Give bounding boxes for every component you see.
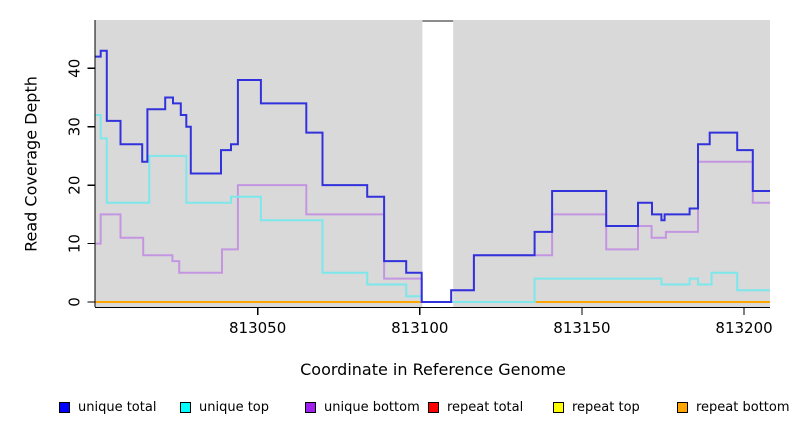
x-tick-label: 813100 [391, 319, 448, 337]
y-tick-label: 0 [66, 297, 84, 307]
x-tick-label: 813200 [715, 319, 772, 337]
legend-item-unique-top: unique top [180, 398, 269, 416]
x-tick-label: 813150 [553, 319, 610, 337]
legend-label: repeat total [447, 399, 524, 415]
y-axis-title: Read Coverage Depth [21, 76, 41, 252]
legend-swatch-unique-bottom [305, 401, 316, 413]
legend-label: repeat bottom [696, 399, 790, 415]
series-group [95, 49, 770, 303]
y-tick-label: 20 [66, 176, 84, 195]
y-tick-label: 40 [66, 59, 84, 78]
legend-swatch-repeat-total [428, 401, 439, 413]
legend-swatch-repeat-bottom [677, 401, 688, 413]
legend-swatch-repeat-top [553, 401, 564, 413]
legend-swatch-unique-top [180, 401, 191, 413]
gap-band [422, 20, 454, 307]
y-tick-label: 30 [66, 117, 84, 136]
legend-swatch-unique-total [59, 401, 70, 413]
legend-label: unique top [199, 399, 270, 415]
legend-label: unique bottom [324, 399, 420, 415]
legend-item-repeat-total: repeat total [428, 398, 523, 416]
x-tick-label: 813050 [229, 319, 286, 337]
series-line-unique-top [95, 114, 770, 303]
x-axis-title: Coordinate in Reference Genome [300, 360, 566, 379]
legend-item-repeat-bottom: repeat bottom [677, 398, 790, 416]
y-tick-label: 10 [66, 234, 84, 253]
legend-label: unique total [78, 399, 157, 415]
legend: unique total unique top unique bottom repea… [0, 398, 792, 422]
legend-label: repeat top [572, 399, 640, 415]
series-line-unique-total [95, 49, 770, 303]
legend-item-unique-total: unique total [59, 398, 156, 416]
legend-item-unique-bottom: unique bottom [305, 398, 420, 416]
legend-item-repeat-top: repeat top [553, 398, 640, 416]
